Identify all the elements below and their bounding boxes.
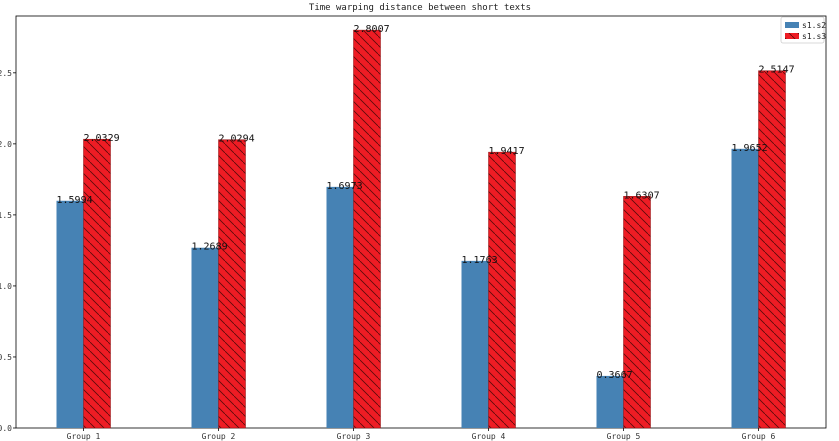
bar-value-label: 2.0294	[219, 134, 255, 145]
bars	[56, 29, 786, 429]
bar-value-label: 1.2689	[192, 242, 228, 253]
bar-s1-s3	[488, 151, 516, 429]
bar-value-label: 2.5147	[759, 65, 795, 76]
legend-label: s1.s2	[802, 21, 826, 30]
y-tick-label: 2.0	[0, 140, 12, 149]
bar-s1-s2	[731, 148, 759, 428]
bar-value-label: 1.6307	[624, 190, 660, 201]
x-tick-label: Group 4	[472, 432, 506, 441]
bar-value-label: 2.8007	[354, 24, 390, 35]
y-tick-label: 0.0	[0, 424, 12, 433]
chart-title: Time warping distance between short text…	[309, 3, 531, 13]
y-tick-label: 1.0	[0, 282, 12, 291]
legend-label: s1.s3	[802, 32, 826, 41]
bar-s1-s3	[218, 139, 246, 429]
legend: s1.s2 s1.s3	[780, 16, 826, 44]
bar-s1-s2	[461, 260, 489, 428]
x-tick-label: Group 5	[607, 432, 641, 441]
y-tick-label: 1.5	[0, 211, 12, 220]
bar-s1-s3	[758, 70, 786, 429]
x-tick-label: Group 1	[67, 432, 101, 441]
x-tick-label: Group 2	[202, 432, 236, 441]
bar-s1-s3	[623, 196, 651, 429]
bar-s1-s2	[56, 200, 84, 428]
bar-s1-s3	[83, 138, 111, 429]
bar-value-label: 0.3667	[597, 370, 633, 381]
legend-swatch	[785, 22, 799, 28]
bar-s1-s3	[353, 29, 381, 429]
legend-swatch	[785, 33, 799, 39]
bar-value-label: 1.1763	[462, 255, 498, 266]
bar-value-label: 1.6973	[327, 181, 363, 192]
plot-frame	[15, 15, 827, 429]
x-tick-label: Group 6	[742, 432, 776, 441]
axes: 0.0 0.5 1.0 1.5 2.0 2.5 Group 1 Group 2 Group 3 G…	[0, 15, 827, 441]
bar-s1-s2	[191, 247, 219, 428]
bar-value-label: 1.5994	[57, 195, 93, 206]
bar-s1-s2	[596, 375, 624, 428]
data-labels: 1.5994 2.0329 1.2689 2.0294 1.6973 2.8007 1.17…	[57, 24, 795, 381]
y-tick-label: 0.5	[0, 353, 12, 362]
bar-value-label: 1.9417	[489, 146, 525, 157]
x-tick-label: Group 3	[337, 432, 371, 441]
bar-s1-s2	[326, 186, 354, 428]
bar-value-label: 1.9652	[732, 143, 768, 154]
y-tick-label: 2.5	[0, 69, 12, 78]
bar-value-label: 2.0329	[84, 133, 120, 144]
